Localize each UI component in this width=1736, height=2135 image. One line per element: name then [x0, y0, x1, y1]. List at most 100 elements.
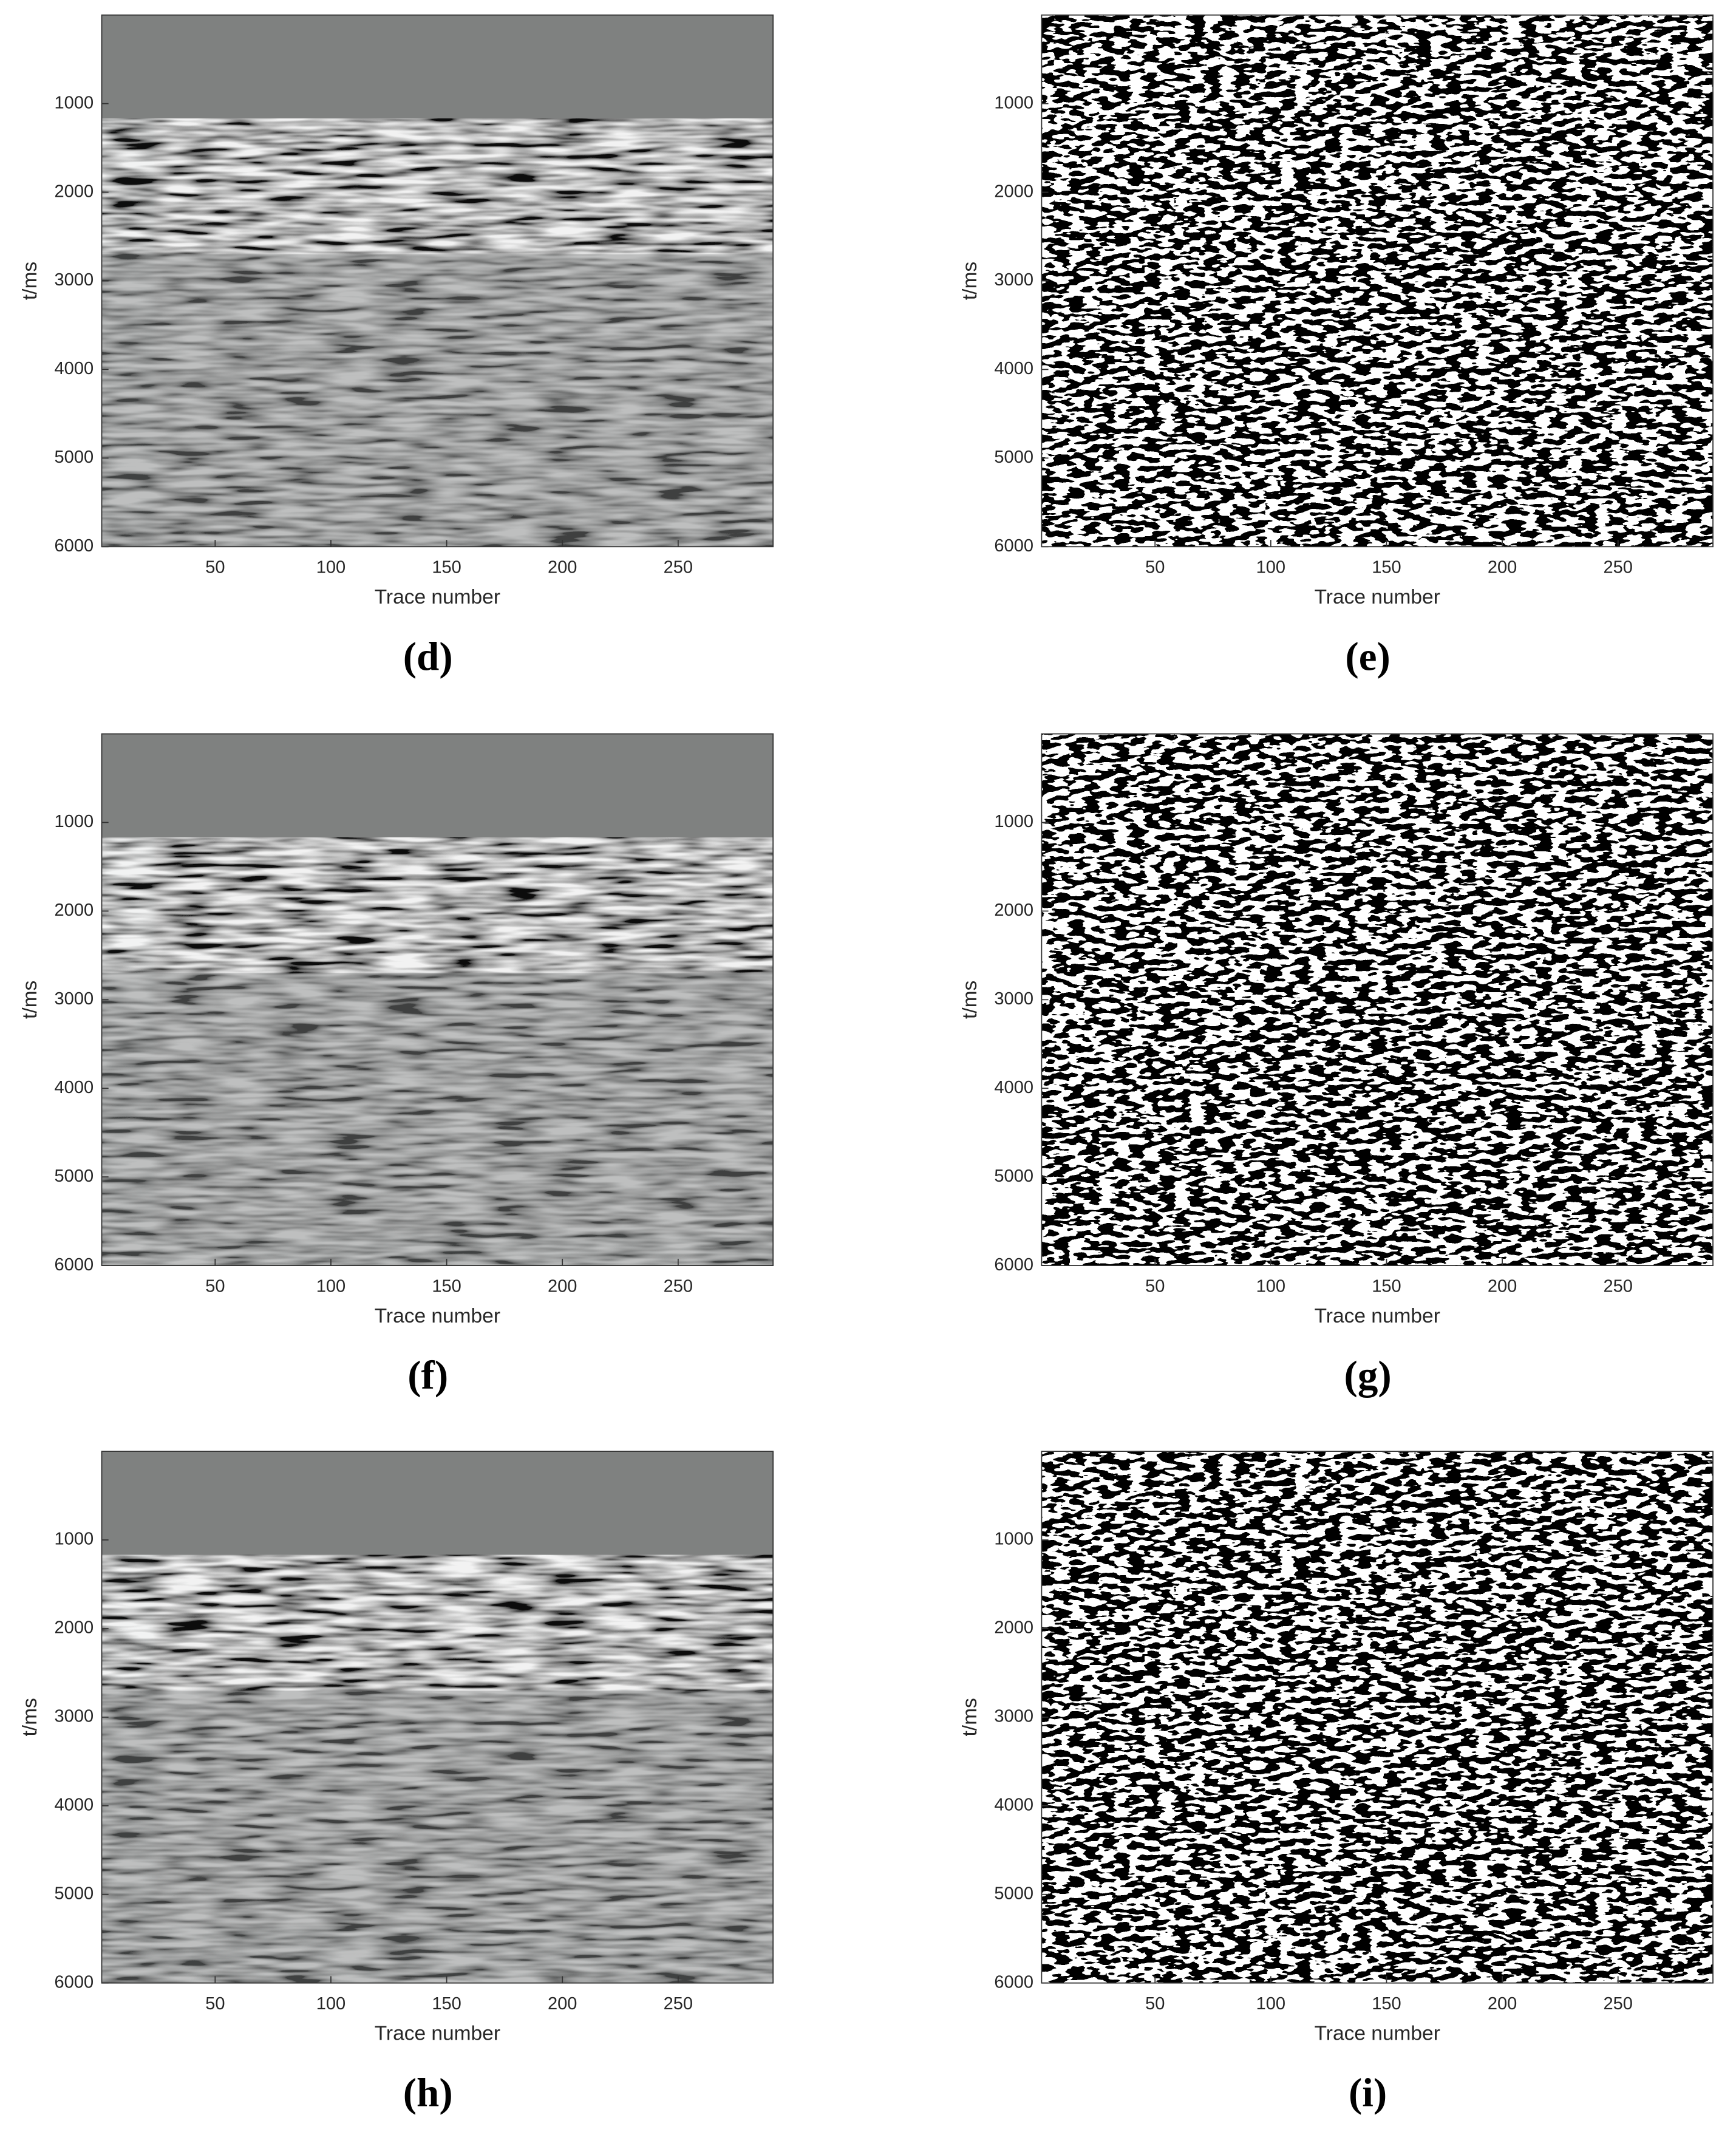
x-tick-label: 150 — [432, 1277, 461, 1296]
y-tick-label: 4000 — [994, 1078, 1033, 1097]
y-tick-label: 1000 — [994, 812, 1033, 831]
y-tick-label: 3000 — [994, 989, 1033, 1009]
y-tick-label: 4000 — [994, 1795, 1033, 1814]
x-tick-label: 50 — [205, 1277, 225, 1296]
x-tick-label: 150 — [1372, 1994, 1401, 2014]
y-tick-label: 4000 — [55, 1078, 94, 1097]
y-tick-label: 2000 — [55, 901, 94, 920]
x-tick-label: 100 — [316, 1994, 345, 2014]
x-axis-label: Trace number — [375, 1305, 500, 1327]
y-tick-label: 4000 — [994, 359, 1033, 378]
x-tick-label: 50 — [1145, 1994, 1165, 2014]
x-axis-label: Trace number — [375, 2022, 500, 2045]
seismic-image — [1041, 1451, 1714, 1983]
x-tick-label: 200 — [1488, 1994, 1517, 2014]
x-tick-label: 50 — [1145, 1277, 1165, 1296]
reflection-texture — [101, 118, 774, 547]
y-tick-label: 3000 — [994, 270, 1033, 290]
panel-label: (g) — [1344, 1353, 1392, 1398]
y-tick-label: 5000 — [55, 448, 94, 467]
y-axis-label: t/ms — [19, 981, 41, 1019]
y-tick-label: 5000 — [55, 1884, 94, 1903]
panel: 50 100 150 200 250 1000 2000 3000 4000 5000 6000 Tr… — [959, 733, 1714, 1398]
y-tick-label: 2000 — [55, 182, 94, 201]
fade — [101, 1691, 774, 1983]
panel: 50 100 150 200 250 1000 2000 3000 4000 5000 6000 Tr… — [19, 14, 774, 679]
x-tick-label: 150 — [1372, 1277, 1401, 1296]
y-tick-label: 3000 — [55, 270, 94, 290]
x-tick-label: 100 — [316, 558, 345, 577]
x-axis-label: Trace number — [1315, 586, 1440, 608]
y-tick-label: 1000 — [55, 93, 94, 112]
panel: 50 100 150 200 250 1000 2000 3000 4000 5000 6000 Tr… — [19, 1451, 774, 2116]
y-tick-label: 6000 — [55, 536, 94, 556]
panel: 50 100 150 200 250 1000 2000 3000 4000 5000 6000 Tr… — [959, 1451, 1714, 2116]
y-tick-label: 2000 — [994, 1618, 1033, 1638]
x-tick-label: 200 — [548, 1994, 577, 2014]
x-axis-label: Trace number — [1315, 1305, 1440, 1327]
y-tick-label: 5000 — [994, 1166, 1033, 1186]
x-tick-label: 100 — [1256, 558, 1285, 577]
y-axis-label: t/ms — [19, 1698, 41, 1736]
x-tick-label: 150 — [1372, 558, 1401, 577]
panel-label: (d) — [403, 634, 453, 679]
y-axis-label: t/ms — [959, 981, 981, 1019]
panel-label: (h) — [403, 2071, 453, 2116]
y-tick-label: 1000 — [55, 812, 94, 831]
y-tick-label: 2000 — [994, 182, 1033, 201]
x-tick-label: 200 — [1488, 558, 1517, 577]
image-noise — [1041, 1451, 1714, 1983]
y-tick-label: 2000 — [994, 901, 1033, 920]
y-tick-label: 4000 — [55, 1795, 94, 1814]
x-tick-label: 50 — [205, 1994, 225, 2014]
x-tick-label: 250 — [664, 1277, 693, 1296]
seismic-image — [1041, 734, 1714, 1266]
y-axis-label: t/ms — [19, 262, 41, 300]
y-tick-label: 2000 — [55, 1618, 94, 1638]
x-tick-label: 150 — [432, 1994, 461, 2014]
seismic-image — [101, 734, 774, 1266]
panel: 50 100 150 200 250 1000 2000 3000 4000 5000 6000 Tr… — [959, 14, 1714, 679]
x-axis-label: Trace number — [375, 586, 500, 608]
x-tick-label: 250 — [1604, 1994, 1633, 2014]
x-tick-label: 100 — [1256, 1994, 1285, 2014]
x-axis-label: Trace number — [1315, 2022, 1440, 2045]
image-noise — [1041, 734, 1714, 1266]
y-axis-label: t/ms — [959, 262, 981, 300]
fade — [101, 973, 774, 1266]
panel-label: (f) — [407, 1353, 448, 1398]
seismic-image — [101, 1451, 774, 1983]
x-tick-label: 250 — [1604, 1277, 1633, 1296]
x-tick-label: 100 — [1256, 1277, 1285, 1296]
x-tick-label: 250 — [664, 1994, 693, 2014]
seismic-image — [101, 15, 774, 547]
y-tick-label: 1000 — [55, 1530, 94, 1549]
x-tick-label: 200 — [1488, 1277, 1517, 1296]
y-tick-label: 3000 — [55, 1707, 94, 1726]
x-tick-label: 150 — [432, 558, 461, 577]
y-tick-label: 5000 — [994, 1884, 1033, 1903]
reflection-texture — [101, 1554, 774, 1983]
y-tick-label: 1000 — [994, 1530, 1033, 1549]
y-tick-label: 6000 — [994, 1972, 1033, 1992]
y-tick-label: 6000 — [55, 1972, 94, 1992]
y-tick-label: 3000 — [55, 989, 94, 1009]
y-tick-label: 6000 — [994, 1255, 1033, 1275]
x-tick-label: 250 — [1604, 558, 1633, 577]
reflection-texture — [101, 837, 774, 1266]
x-tick-label: 200 — [548, 558, 577, 577]
y-tick-label: 6000 — [994, 536, 1033, 556]
x-tick-label: 200 — [548, 1277, 577, 1296]
seismic-image — [1041, 15, 1714, 547]
x-tick-label: 50 — [1145, 558, 1165, 577]
x-tick-label: 50 — [205, 558, 225, 577]
y-tick-label: 4000 — [55, 359, 94, 378]
y-tick-label: 5000 — [994, 448, 1033, 467]
x-tick-label: 250 — [664, 558, 693, 577]
y-tick-label: 3000 — [994, 1707, 1033, 1726]
y-tick-label: 6000 — [55, 1255, 94, 1275]
y-tick-label: 5000 — [55, 1166, 94, 1186]
image-noise — [1041, 15, 1714, 547]
y-axis-label: t/ms — [959, 1698, 981, 1736]
